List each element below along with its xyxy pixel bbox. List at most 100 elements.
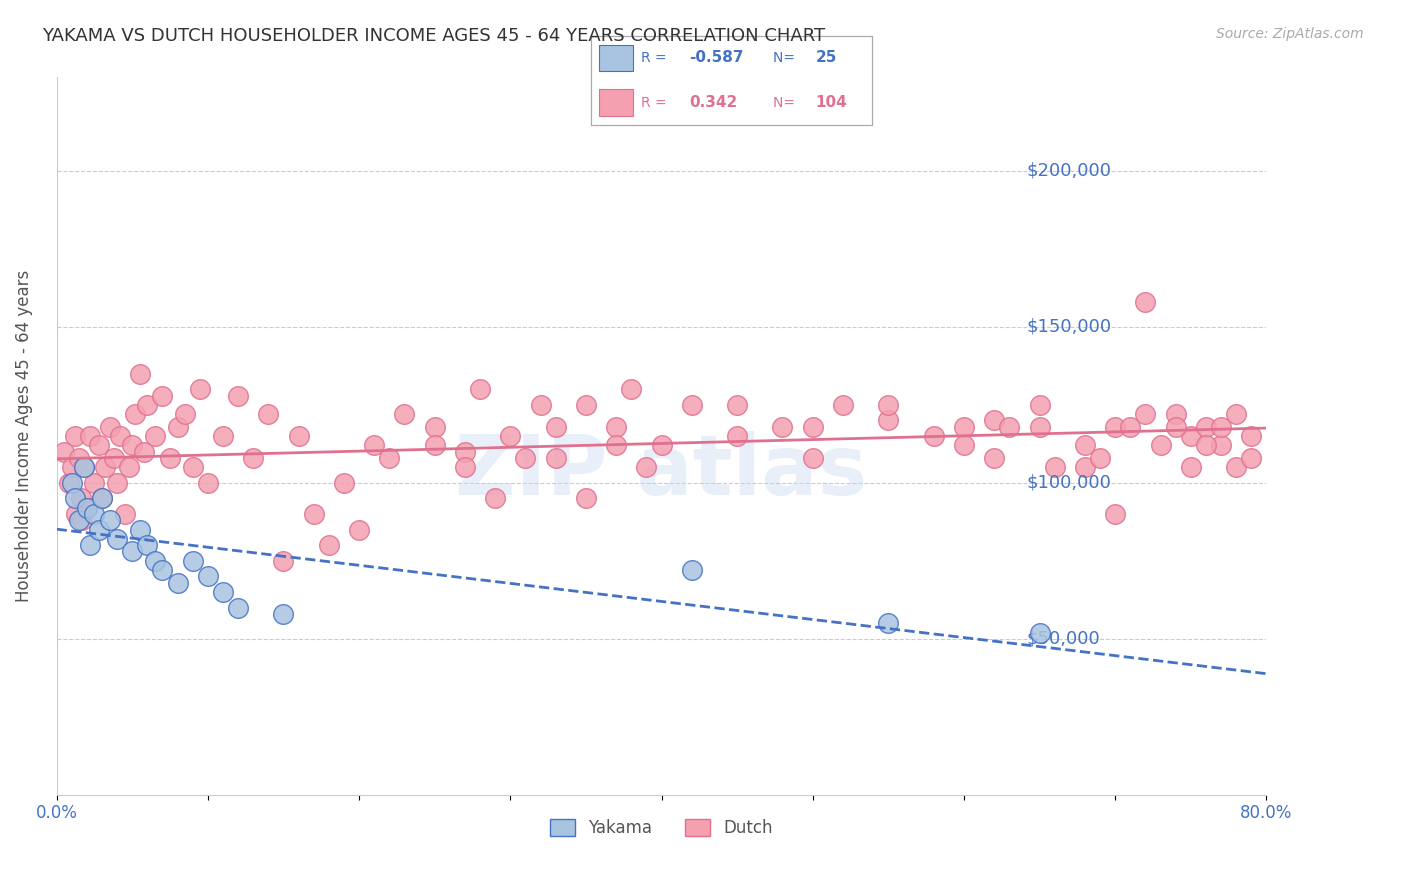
Point	[273, 607, 295, 621]
Point	[1195, 419, 1218, 434]
Point	[544, 450, 567, 465]
Point	[166, 575, 188, 590]
Point	[128, 367, 150, 381]
Point	[363, 438, 385, 452]
Point	[76, 500, 98, 515]
Point	[136, 538, 159, 552]
Point	[181, 460, 204, 475]
Point	[1043, 460, 1066, 475]
Point	[118, 460, 141, 475]
Text: 25: 25	[815, 51, 837, 65]
Point	[128, 523, 150, 537]
Point	[76, 500, 98, 515]
Text: R =: R =	[641, 51, 671, 65]
Point	[423, 419, 446, 434]
Point	[67, 450, 90, 465]
Point	[103, 450, 125, 465]
Point	[87, 438, 110, 452]
Text: N=: N=	[773, 95, 800, 110]
Point	[605, 438, 627, 452]
Point	[166, 419, 188, 434]
Point	[287, 429, 309, 443]
Point	[1135, 295, 1157, 310]
Point	[1225, 460, 1247, 475]
Point	[63, 491, 86, 506]
Point	[69, 491, 91, 506]
Point	[605, 419, 627, 434]
Point	[1180, 429, 1202, 443]
Point	[1209, 438, 1232, 452]
Point	[197, 569, 219, 583]
Point	[73, 460, 96, 475]
Point	[114, 507, 136, 521]
Point	[922, 429, 945, 443]
Point	[1104, 507, 1126, 521]
Point	[53, 444, 76, 458]
Point	[378, 450, 401, 465]
Point	[83, 507, 105, 521]
Point	[1074, 438, 1097, 452]
Point	[998, 419, 1021, 434]
Text: Source: ZipAtlas.com: Source: ZipAtlas.com	[1216, 27, 1364, 41]
Point	[529, 398, 551, 412]
Point	[159, 450, 181, 465]
Point	[143, 554, 166, 568]
Point	[484, 491, 506, 506]
Text: ZIP atlas: ZIP atlas	[456, 432, 868, 512]
Point	[124, 407, 146, 421]
Point	[58, 475, 80, 490]
Point	[121, 544, 143, 558]
Point	[226, 388, 249, 402]
Point	[72, 513, 94, 527]
Point	[73, 460, 96, 475]
Point	[801, 450, 824, 465]
Point	[575, 398, 598, 412]
Point	[134, 444, 156, 458]
Point	[953, 438, 976, 452]
Text: -0.587: -0.587	[689, 51, 744, 65]
Bar	[599, 89, 633, 116]
Point	[212, 585, 235, 599]
Point	[1119, 419, 1142, 434]
Point	[1028, 625, 1050, 640]
Point	[318, 538, 340, 552]
Point	[108, 429, 131, 443]
Point	[1225, 407, 1247, 421]
Point	[801, 419, 824, 434]
Point	[174, 407, 197, 421]
Point	[681, 398, 703, 412]
Point	[83, 475, 105, 490]
Point	[983, 413, 1005, 427]
Point	[983, 450, 1005, 465]
Text: R =: R =	[641, 95, 671, 110]
Point	[1195, 438, 1218, 452]
Point	[65, 507, 87, 521]
Point	[832, 398, 855, 412]
Point	[121, 438, 143, 452]
Point	[725, 429, 748, 443]
Point	[1240, 429, 1263, 443]
Point	[273, 554, 295, 568]
Point	[877, 413, 900, 427]
Point	[877, 616, 900, 631]
Point	[772, 419, 794, 434]
Point	[152, 563, 174, 577]
Point	[1164, 407, 1187, 421]
Point	[1135, 407, 1157, 421]
Text: 0.342: 0.342	[689, 95, 737, 110]
Point	[152, 388, 174, 402]
Point	[1164, 419, 1187, 434]
Point	[1028, 419, 1050, 434]
Point	[725, 398, 748, 412]
Point	[347, 523, 370, 537]
Legend: Yakama, Dutch: Yakama, Dutch	[543, 813, 780, 844]
Text: $200,000: $200,000	[1026, 162, 1112, 180]
Point	[1088, 450, 1111, 465]
Text: $50,000: $50,000	[1026, 630, 1101, 648]
Point	[143, 429, 166, 443]
Point	[98, 419, 121, 434]
Bar	[599, 45, 633, 71]
Point	[515, 450, 537, 465]
Point	[181, 554, 204, 568]
Point	[87, 523, 110, 537]
